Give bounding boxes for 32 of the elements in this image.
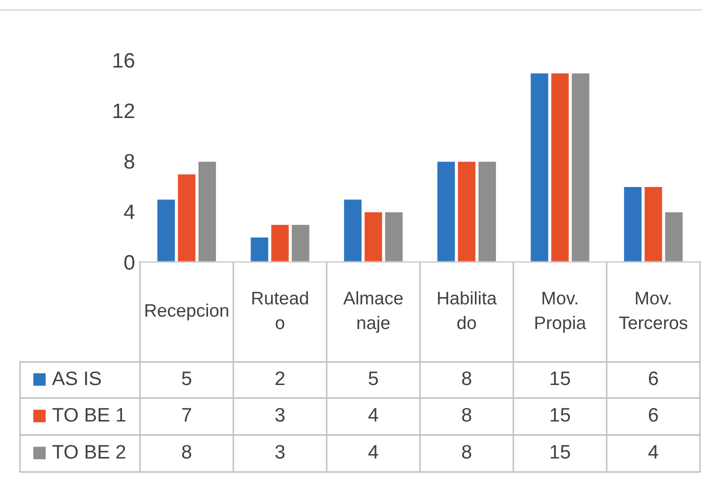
data-label: 8 — [462, 371, 472, 386]
data-label: 3 — [275, 444, 285, 459]
x-tick-label: Habilita do — [438, 291, 497, 330]
x-tick-label: Almace naje — [343, 291, 403, 333]
legend-label: TO BE 1 — [52, 408, 126, 422]
x-tick-label: Mov. Terceros — [619, 292, 688, 330]
data-label: 15 — [550, 372, 570, 386]
data-label: 2 — [276, 371, 284, 386]
data-label: 4 — [368, 408, 378, 422]
data-label: 4 — [648, 445, 658, 459]
data-label: 3 — [275, 408, 285, 422]
data-label: 8 — [462, 444, 472, 459]
data-label: 5 — [182, 372, 192, 386]
y-tick-label: 16 — [114, 53, 134, 68]
data-label: 5 — [368, 372, 378, 386]
x-tick-label: Rutead o — [252, 291, 308, 330]
data-label: 8 — [462, 408, 472, 422]
x-tick-label: Mov. Propia — [535, 292, 586, 333]
data-label: 15 — [550, 445, 570, 459]
y-tick-label: 0 — [124, 255, 134, 270]
data-label: 6 — [648, 371, 658, 386]
data-label: 6 — [648, 408, 658, 422]
y-tick-label: 4 — [124, 204, 135, 220]
x-tick-label: Recepcion — [145, 304, 228, 320]
data-label: 8 — [182, 444, 192, 459]
data-label: 4 — [368, 445, 378, 459]
data-label: 7 — [182, 408, 192, 422]
data-label: 15 — [550, 408, 570, 422]
y-tick-label: 8 — [124, 154, 134, 169]
legend-label: TO BE 2 — [52, 444, 126, 459]
legend-label: AS IS — [52, 371, 101, 386]
y-tick-label: 12 — [114, 104, 134, 118]
